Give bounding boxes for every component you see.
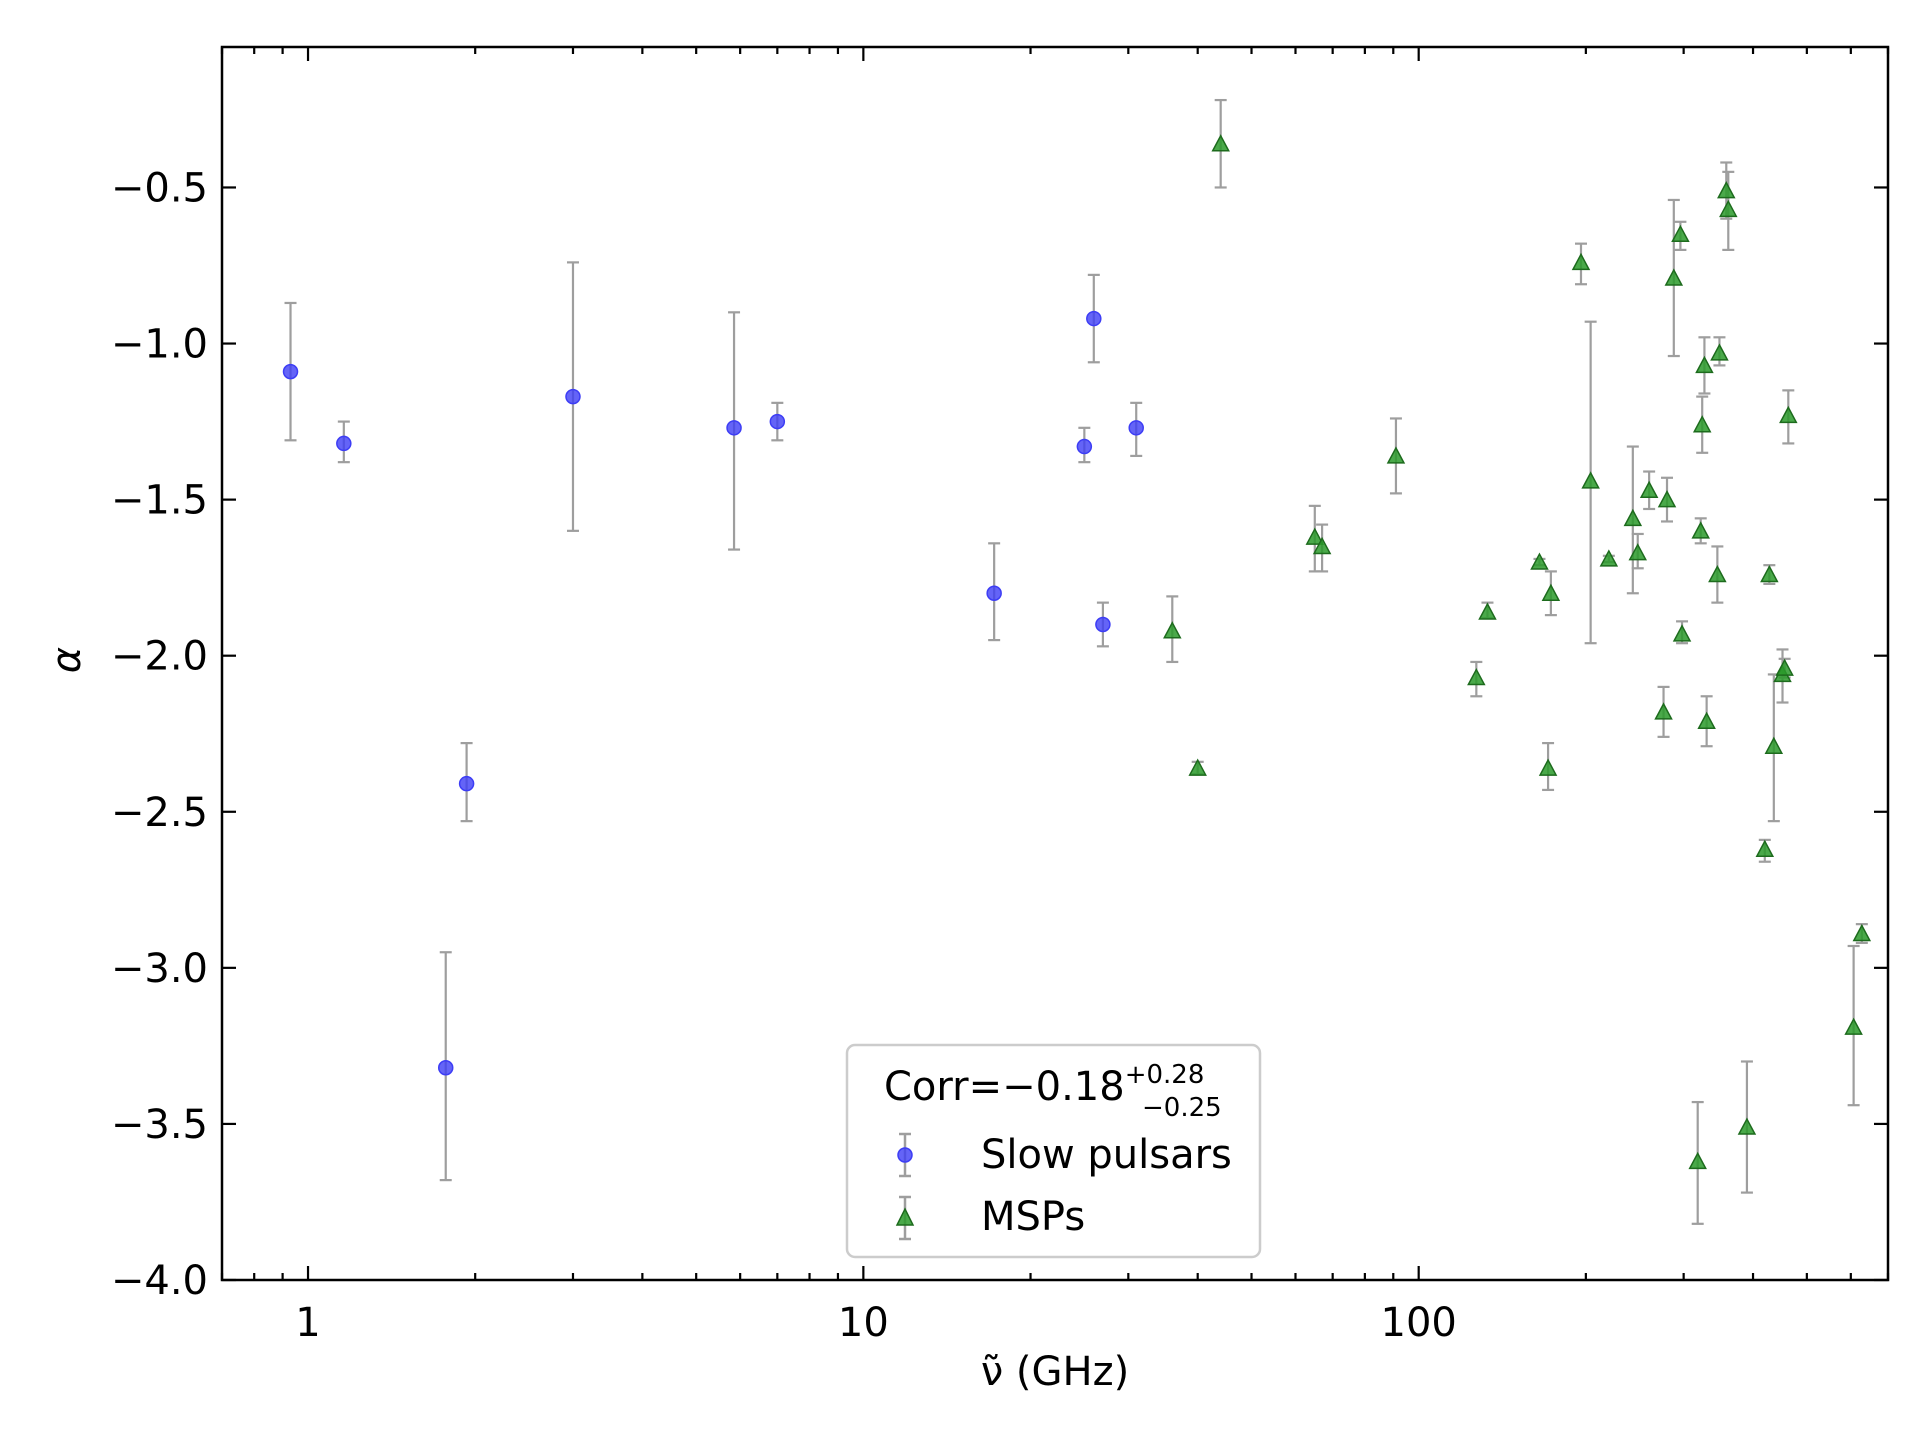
- msp-point: [1737, 1117, 1757, 1135]
- msp-point: [1623, 508, 1643, 527]
- x-tick-label: 10: [838, 1300, 889, 1346]
- legend-entry-msps: MSPs: [895, 1194, 1085, 1241]
- slow-pulsar-point: [726, 420, 742, 436]
- slow-pulsar-point: [1076, 438, 1093, 455]
- slow-pulsar-point: [1086, 310, 1102, 327]
- legend-marker-slow-pulsars: [897, 1147, 913, 1163]
- y-axis-label: α: [44, 647, 90, 673]
- legend-title: Corr=−0.18+0.28 −0.25: [884, 1060, 1222, 1123]
- legend-title-subscript: −0.25: [1142, 1093, 1222, 1123]
- slow-pulsar-point: [986, 585, 1002, 602]
- y-tick-label: −0.5: [111, 165, 208, 211]
- msp-point: [1541, 583, 1561, 602]
- x-tick-label: 100: [1381, 1300, 1457, 1346]
- x-tick-label: 1: [295, 1300, 320, 1346]
- msp-point: [1467, 667, 1486, 686]
- legend: Corr=−0.18+0.28 −0.25 Slow pulsars MSPs: [845, 1043, 1262, 1259]
- msp-point: [1386, 446, 1406, 464]
- legend-entry-slow-pulsars: Slow pulsars: [897, 1132, 1232, 1178]
- msp-point: [1852, 923, 1872, 942]
- msp-point: [1710, 343, 1729, 361]
- data-markers: [282, 134, 1872, 1170]
- y-tick-label: −2.0: [111, 634, 208, 680]
- legend-box: [845, 1043, 1262, 1259]
- msp-point: [1571, 252, 1591, 271]
- msp-point: [1657, 490, 1677, 508]
- legend-label-slow-pulsars: Slow pulsars: [981, 1132, 1232, 1178]
- msp-point: [1163, 621, 1182, 639]
- y-tick-label: −3.0: [111, 946, 208, 992]
- msp-point: [1538, 758, 1558, 776]
- msp-point: [1312, 536, 1332, 555]
- slow-pulsar-point: [437, 1059, 454, 1076]
- y-tick-label: −3.5: [111, 1102, 208, 1148]
- tick-labels: 1 10 100 −4.0 −3.5 −3.0 −2.5 −2.0 −1.5 −1.0 −0.5: [111, 165, 1457, 1346]
- x-axis-label: ν̃ (GHz): [981, 1349, 1129, 1395]
- msp-point: [1654, 702, 1673, 720]
- msp-point: [1691, 521, 1710, 539]
- msp-point: [1760, 564, 1779, 583]
- legend-label-msps: MSPs: [981, 1194, 1085, 1240]
- y-tick-label: −1.0: [111, 322, 208, 368]
- msp-point: [1719, 199, 1738, 218]
- msp-point: [1530, 552, 1549, 570]
- msp-point: [1688, 1151, 1707, 1170]
- y-tick-label: −4.0: [111, 1258, 208, 1304]
- y-tick-label: −2.5: [111, 790, 208, 836]
- y-tick-label: −1.5: [111, 478, 208, 524]
- msp-point: [1779, 405, 1798, 424]
- msp-point: [1211, 134, 1230, 152]
- msp-point: [1695, 355, 1714, 374]
- msp-point: [1755, 839, 1775, 857]
- slow-pulsar-point: [565, 388, 581, 405]
- slow-pulsar-point: [282, 363, 299, 380]
- msp-point: [1478, 602, 1497, 620]
- msp-point: [1305, 527, 1325, 545]
- msp-point: [1188, 758, 1207, 776]
- msp-point: [1639, 480, 1659, 499]
- legend-title-main: Corr=−0.18: [884, 1064, 1125, 1110]
- msp-point: [1581, 471, 1600, 489]
- plot-frame: [220, 45, 1890, 1282]
- axis-ticks: [220, 47, 1890, 1282]
- slow-pulsar-point: [1128, 420, 1144, 436]
- msp-point: [1775, 658, 1794, 676]
- msp-point: [1697, 711, 1716, 729]
- msp-point: [1717, 180, 1736, 199]
- msp-point: [1844, 1017, 1863, 1035]
- slow-pulsar-point: [769, 413, 786, 430]
- msp-point: [1664, 268, 1684, 286]
- msp-point: [1628, 543, 1647, 561]
- msp-point: [1599, 549, 1619, 567]
- slow-pulsar-point: [458, 775, 475, 792]
- slow-pulsar-point: [336, 435, 352, 452]
- msp-point: [1672, 624, 1692, 642]
- msp-point: [1764, 736, 1784, 754]
- msp-point: [1671, 224, 1690, 243]
- msp-point: [1708, 564, 1727, 583]
- msp-point: [1692, 415, 1712, 433]
- slow-pulsar-point: [1095, 616, 1111, 633]
- legend-title-superscript: +0.28: [1125, 1060, 1205, 1090]
- legend-marker-msps: [895, 1207, 915, 1226]
